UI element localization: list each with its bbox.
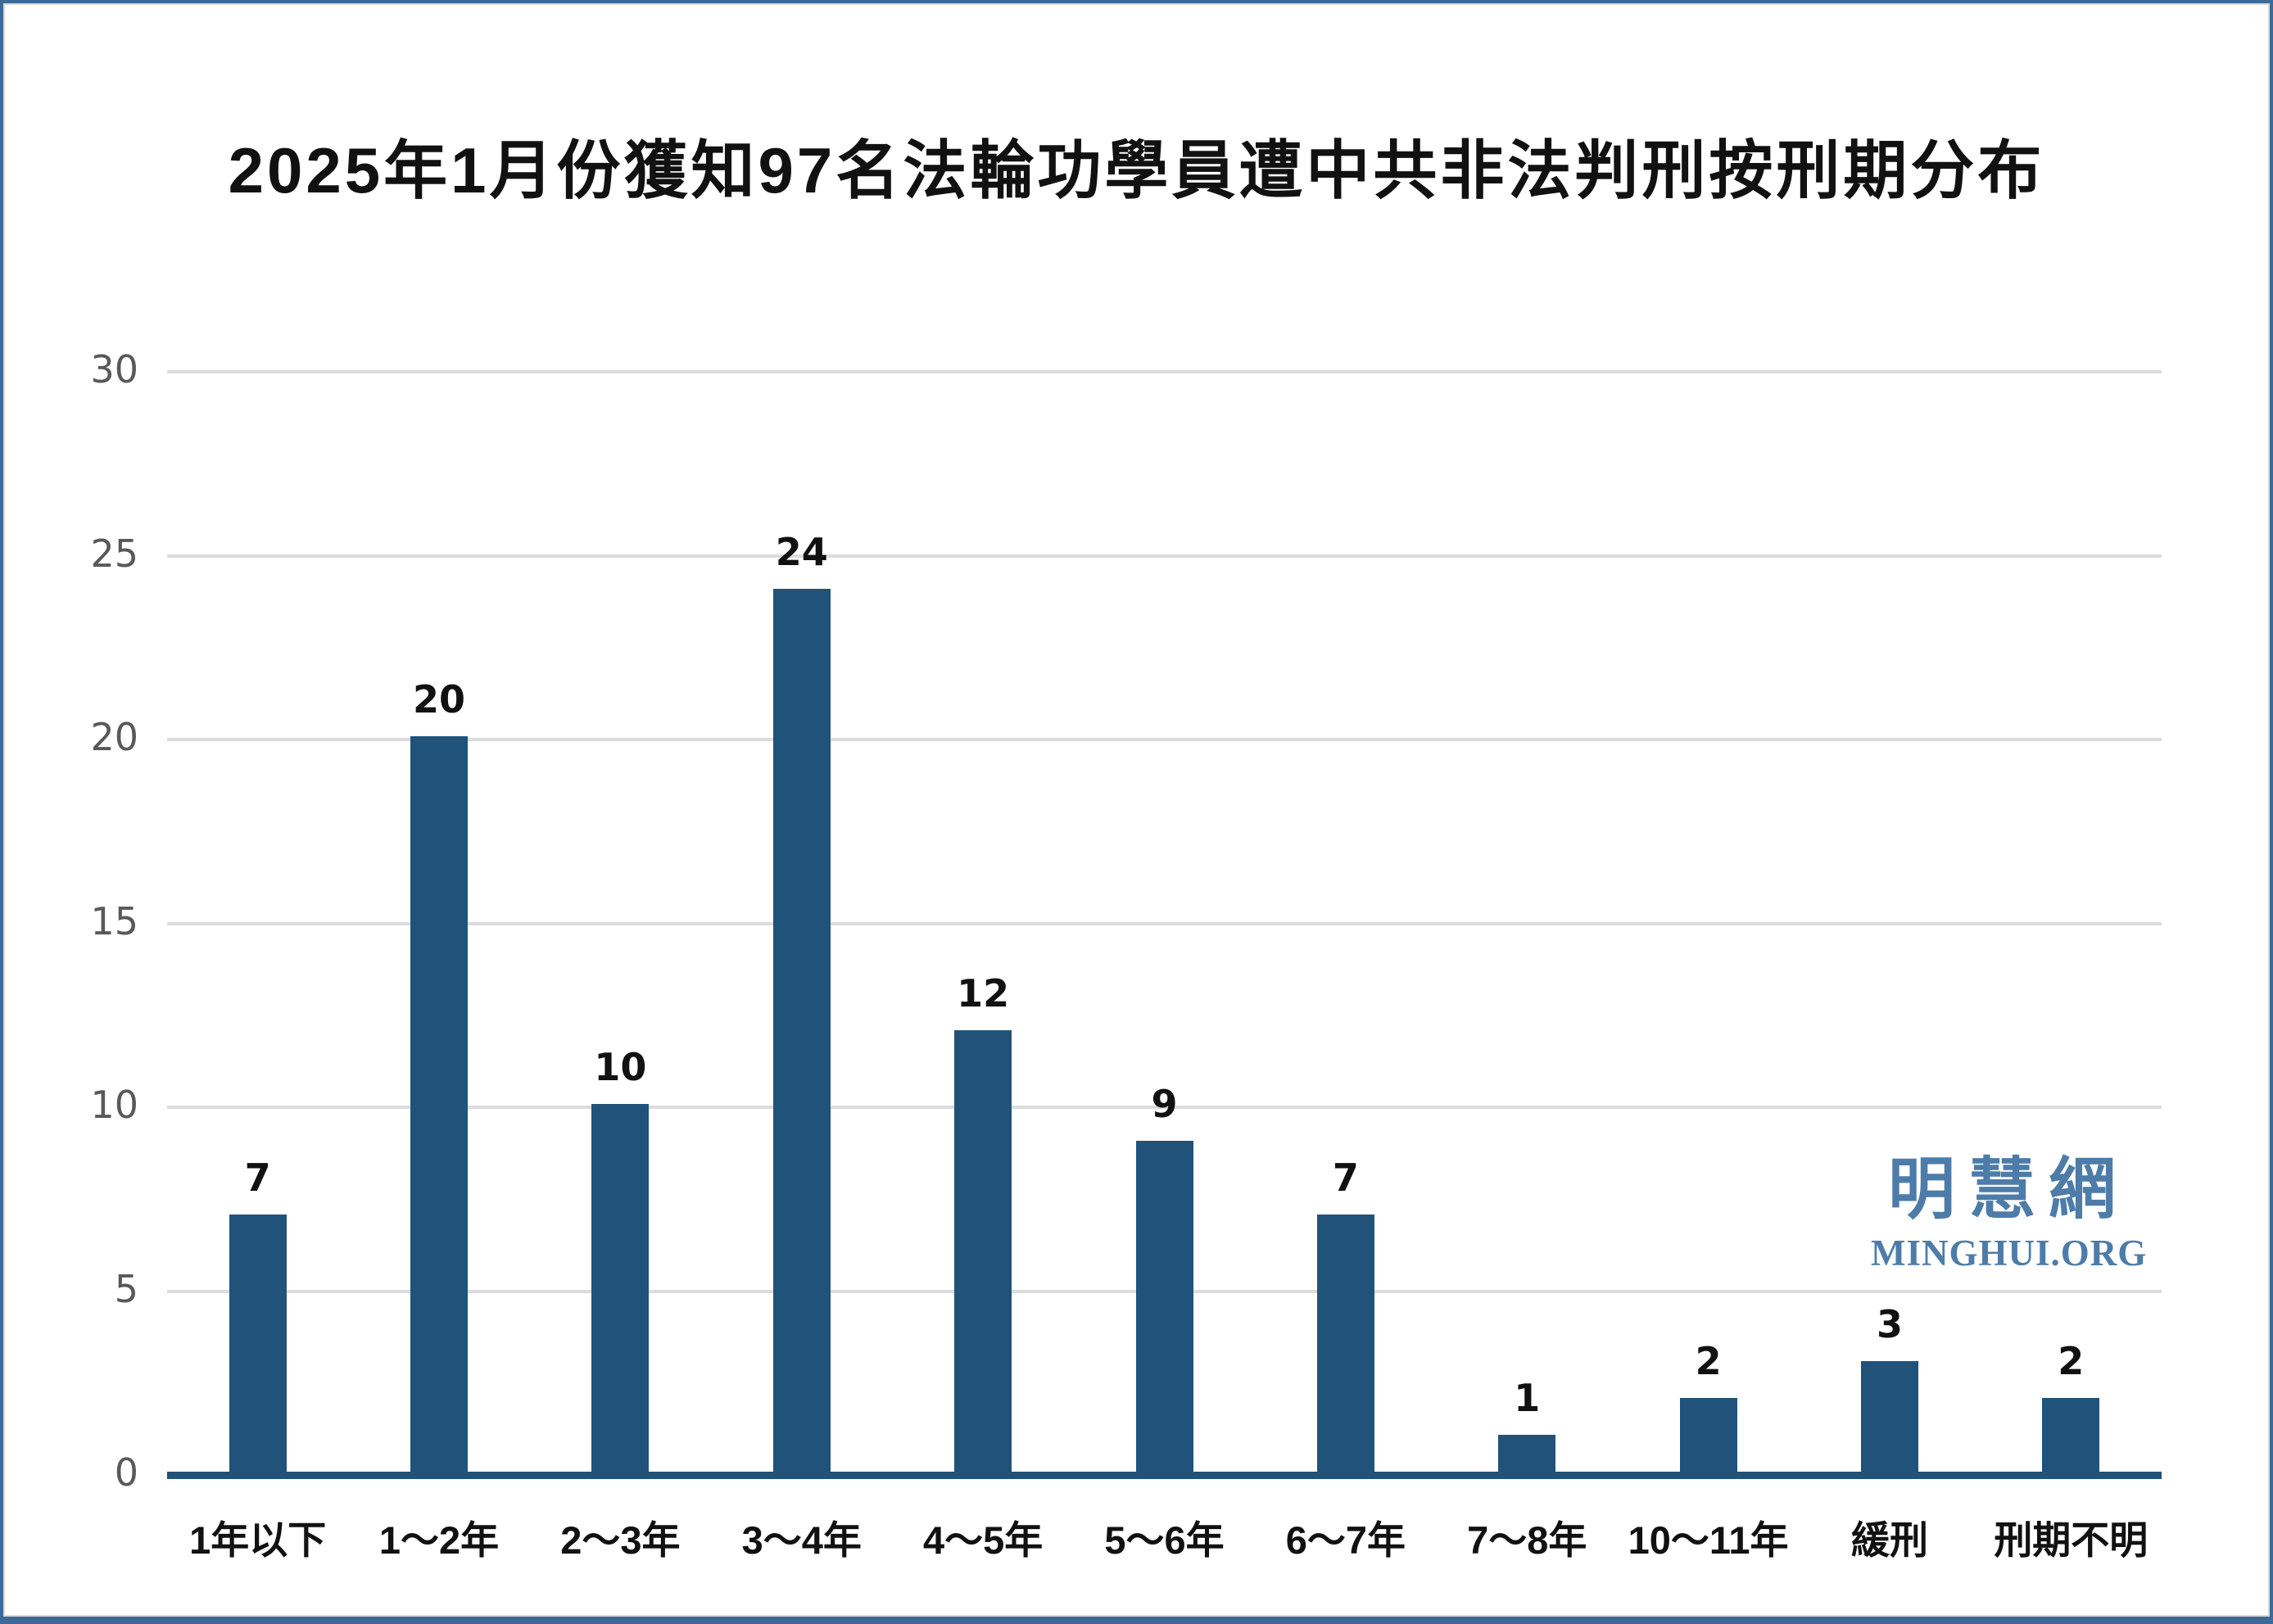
bar-value-label: 12 (957, 971, 1010, 1016)
x-axis-tick-label: 緩刑 (1850, 1518, 1928, 1562)
bar-value-label: 2 (1695, 1339, 1722, 1384)
x-axis-tick-label: 10～11年 (1628, 1518, 1789, 1562)
x-axis-tick-label: 3～4年 (741, 1518, 862, 1562)
y-axis-tick-label: 0 (114, 1450, 138, 1495)
y-axis-tick-label: 5 (114, 1266, 138, 1311)
x-axis-tick-label: 7～8年 (1467, 1518, 1587, 1562)
bar-value-label: 10 (594, 1045, 647, 1089)
y-axis-tick-label: 30 (90, 347, 138, 391)
gridline-y-10 (167, 1106, 2162, 1109)
bar-3～4年 (772, 589, 831, 1472)
x-axis-tick-label: 1年以下 (189, 1518, 327, 1562)
gridline-y-20 (167, 738, 2162, 741)
bar-7～8年 (1498, 1435, 1556, 1472)
bar-value-label: 24 (775, 530, 828, 575)
x-axis-tick-label: 1～2年 (378, 1518, 500, 1562)
y-axis-tick-label: 10 (90, 1083, 138, 1127)
bar-value-label: 9 (1151, 1081, 1178, 1126)
y-axis-tick-label: 20 (90, 715, 138, 759)
plot-area: 0 5 10 15 20 25 30 7 1年以下 20 1～2年 10 2～3年 24 3～4年 12 4～5… (3, 3, 2270, 1617)
chart-title: 2025年1月份獲知97名法輪功學員遭中共非法判刑按刑期分布 (228, 134, 2045, 206)
bar-value-label: 1 (1514, 1376, 1541, 1421)
bar-4～5年 (954, 1030, 1012, 1472)
bar-緩刑 (1860, 1361, 1918, 1472)
bar-6～7年 (1316, 1214, 1374, 1472)
watermark-site-name: 明慧網 (1887, 1152, 2129, 1227)
bar-value-label: 20 (413, 677, 466, 722)
bar-1～2年 (410, 736, 469, 1472)
x-axis-tick-label: 5～6年 (1104, 1518, 1225, 1562)
gridline-y-15 (167, 921, 2162, 925)
y-axis-tick-label: 25 (90, 531, 138, 576)
bar-5～6年 (1135, 1140, 1193, 1472)
y-axis-tick-label: 15 (90, 898, 138, 943)
bar-value-label: 7 (244, 1155, 271, 1200)
minghui-watermark: 明慧網 MINGHUI.ORG (1871, 1152, 2148, 1273)
x-axis-tick-label: 2～3年 (560, 1518, 681, 1562)
bar-value-label: 2 (2058, 1339, 2085, 1384)
bar-1年以下 (229, 1214, 287, 1472)
bar-10～11年 (1679, 1398, 1737, 1472)
x-axis-tick-label: 4～5年 (922, 1518, 1044, 1562)
watermark-site-url: MINGHUI.ORG (1871, 1233, 2148, 1273)
gridline-y-30 (167, 370, 2162, 373)
bar-刑期不明 (2042, 1398, 2100, 1472)
gridline-y-25 (167, 554, 2162, 558)
x-axis-tick-label: 6～7年 (1285, 1518, 1406, 1562)
bar-2～3年 (591, 1104, 650, 1472)
x-axis-line (167, 1472, 2162, 1479)
bar-value-label: 3 (1876, 1302, 1903, 1347)
x-axis-tick-label: 刑期不明 (1994, 1518, 2148, 1562)
bar-value-label: 7 (1332, 1155, 1359, 1200)
